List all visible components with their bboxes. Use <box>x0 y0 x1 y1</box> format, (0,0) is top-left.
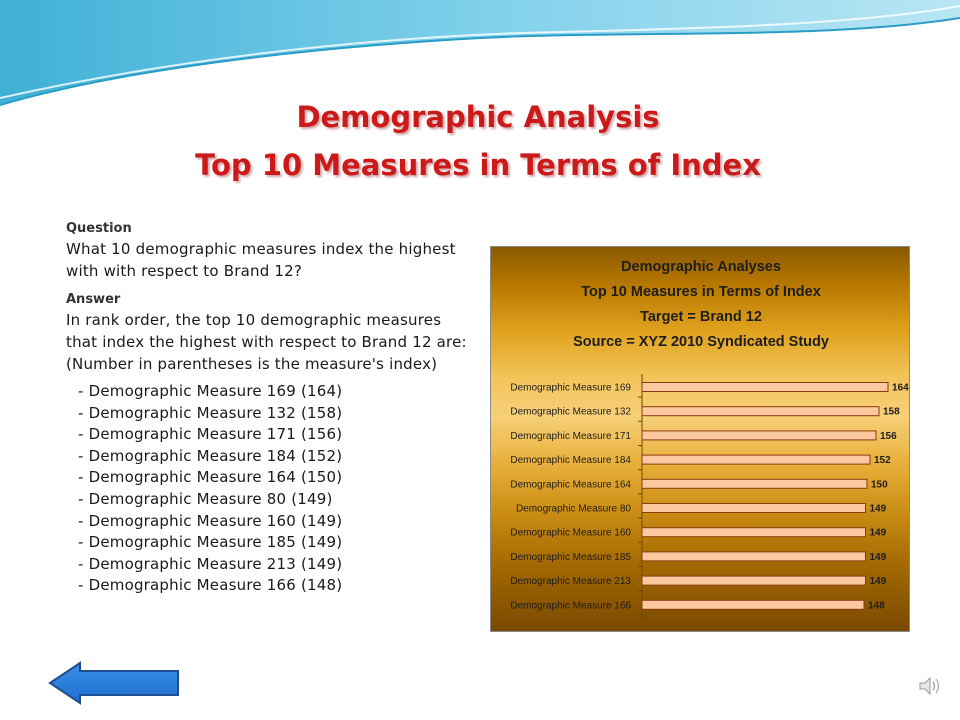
bar <box>641 599 865 610</box>
chart-title-line: Demographic Analyses <box>621 259 781 275</box>
category-label: Demographic Measure 213 <box>510 576 631 587</box>
question-heading: Question <box>66 221 132 236</box>
list-item: - Demographic Measure 213 (149) <box>78 554 343 573</box>
list-item: - Demographic Measure 132 (158) <box>78 403 343 422</box>
answer-line-1: In rank order, the top 10 demographic me… <box>66 311 442 329</box>
chart-panel: Demographic Analyses Top 10 Measures in T… <box>490 246 910 632</box>
category-label: Demographic Measure 171 <box>510 431 631 442</box>
data-label: 149 <box>870 552 887 563</box>
data-label: 149 <box>870 528 887 539</box>
list-item: - Demographic Measure 184 (152) <box>78 446 343 465</box>
slide-subtitle: Top 10 Measures in Terms of Index <box>195 148 761 182</box>
bar <box>641 406 880 417</box>
list-item: - Demographic Measure 169 (164) <box>78 382 343 400</box>
data-label: 158 <box>883 407 900 418</box>
chart-title-line: Source = XYZ 2010 Syndicated Study <box>573 334 829 350</box>
data-label: 148 <box>868 600 885 611</box>
question-answer-text: Question What 10 demographic measures in… <box>66 220 486 597</box>
chart-title-line: Top 10 Measures in Terms of Index <box>581 284 821 300</box>
data-label: 149 <box>870 576 887 587</box>
chart-title-line: Target = Brand 12 <box>640 309 762 325</box>
speaker-icon[interactable] <box>918 676 942 696</box>
category-label: Demographic Measure 184 <box>510 455 631 466</box>
list-item: - Demographic Measure 171 (156) <box>78 425 343 444</box>
answer-line-2: that index the highest with respect to B… <box>66 333 467 351</box>
bar <box>641 430 877 441</box>
list-item: - Demographic Measure 80 (149) <box>78 489 333 508</box>
slide-title: Demographic Analysis <box>296 100 660 134</box>
back-arrow-icon <box>48 661 179 705</box>
data-label: 150 <box>871 479 888 490</box>
bar <box>641 551 866 562</box>
answer-line-3: (Number in parentheses is the measure's … <box>66 355 438 373</box>
category-label: Demographic Measure 164 <box>510 479 631 490</box>
bar <box>641 527 866 538</box>
answer-heading: Answer <box>66 292 121 307</box>
measure-list: - Demographic Measure 169 (164) - Demogr… <box>66 381 486 597</box>
bar <box>641 454 871 465</box>
list-item: - Demographic Measure 160 (149) <box>78 511 343 530</box>
bar <box>641 575 866 586</box>
category-label: Demographic Measure 169 <box>510 383 631 394</box>
bar <box>641 478 868 489</box>
list-item: - Demographic Measure 166 (148) <box>78 576 343 595</box>
list-item: - Demographic Measure 185 (149) <box>78 533 343 552</box>
category-label: Demographic Measure 160 <box>510 528 631 539</box>
back-button[interactable] <box>48 661 180 705</box>
data-label: 152 <box>874 455 891 466</box>
category-label: Demographic Measure 80 <box>516 504 631 515</box>
data-label: 156 <box>880 431 897 442</box>
header-wave-decoration <box>0 0 960 106</box>
data-label: 164 <box>892 383 909 394</box>
bar-chart: Demographic Analyses Top 10 Measures in T… <box>510 259 909 619</box>
list-item: - Demographic Measure 164 (150) <box>78 468 343 487</box>
question-text: What 10 demographic measures index the h… <box>66 240 456 280</box>
category-label: Demographic Measure 185 <box>510 552 631 563</box>
data-label: 149 <box>870 504 887 515</box>
category-label: Demographic Measure 132 <box>510 407 631 418</box>
bar <box>641 503 866 513</box>
bar <box>641 382 889 392</box>
category-label: Demographic Measure 166 <box>510 600 631 611</box>
